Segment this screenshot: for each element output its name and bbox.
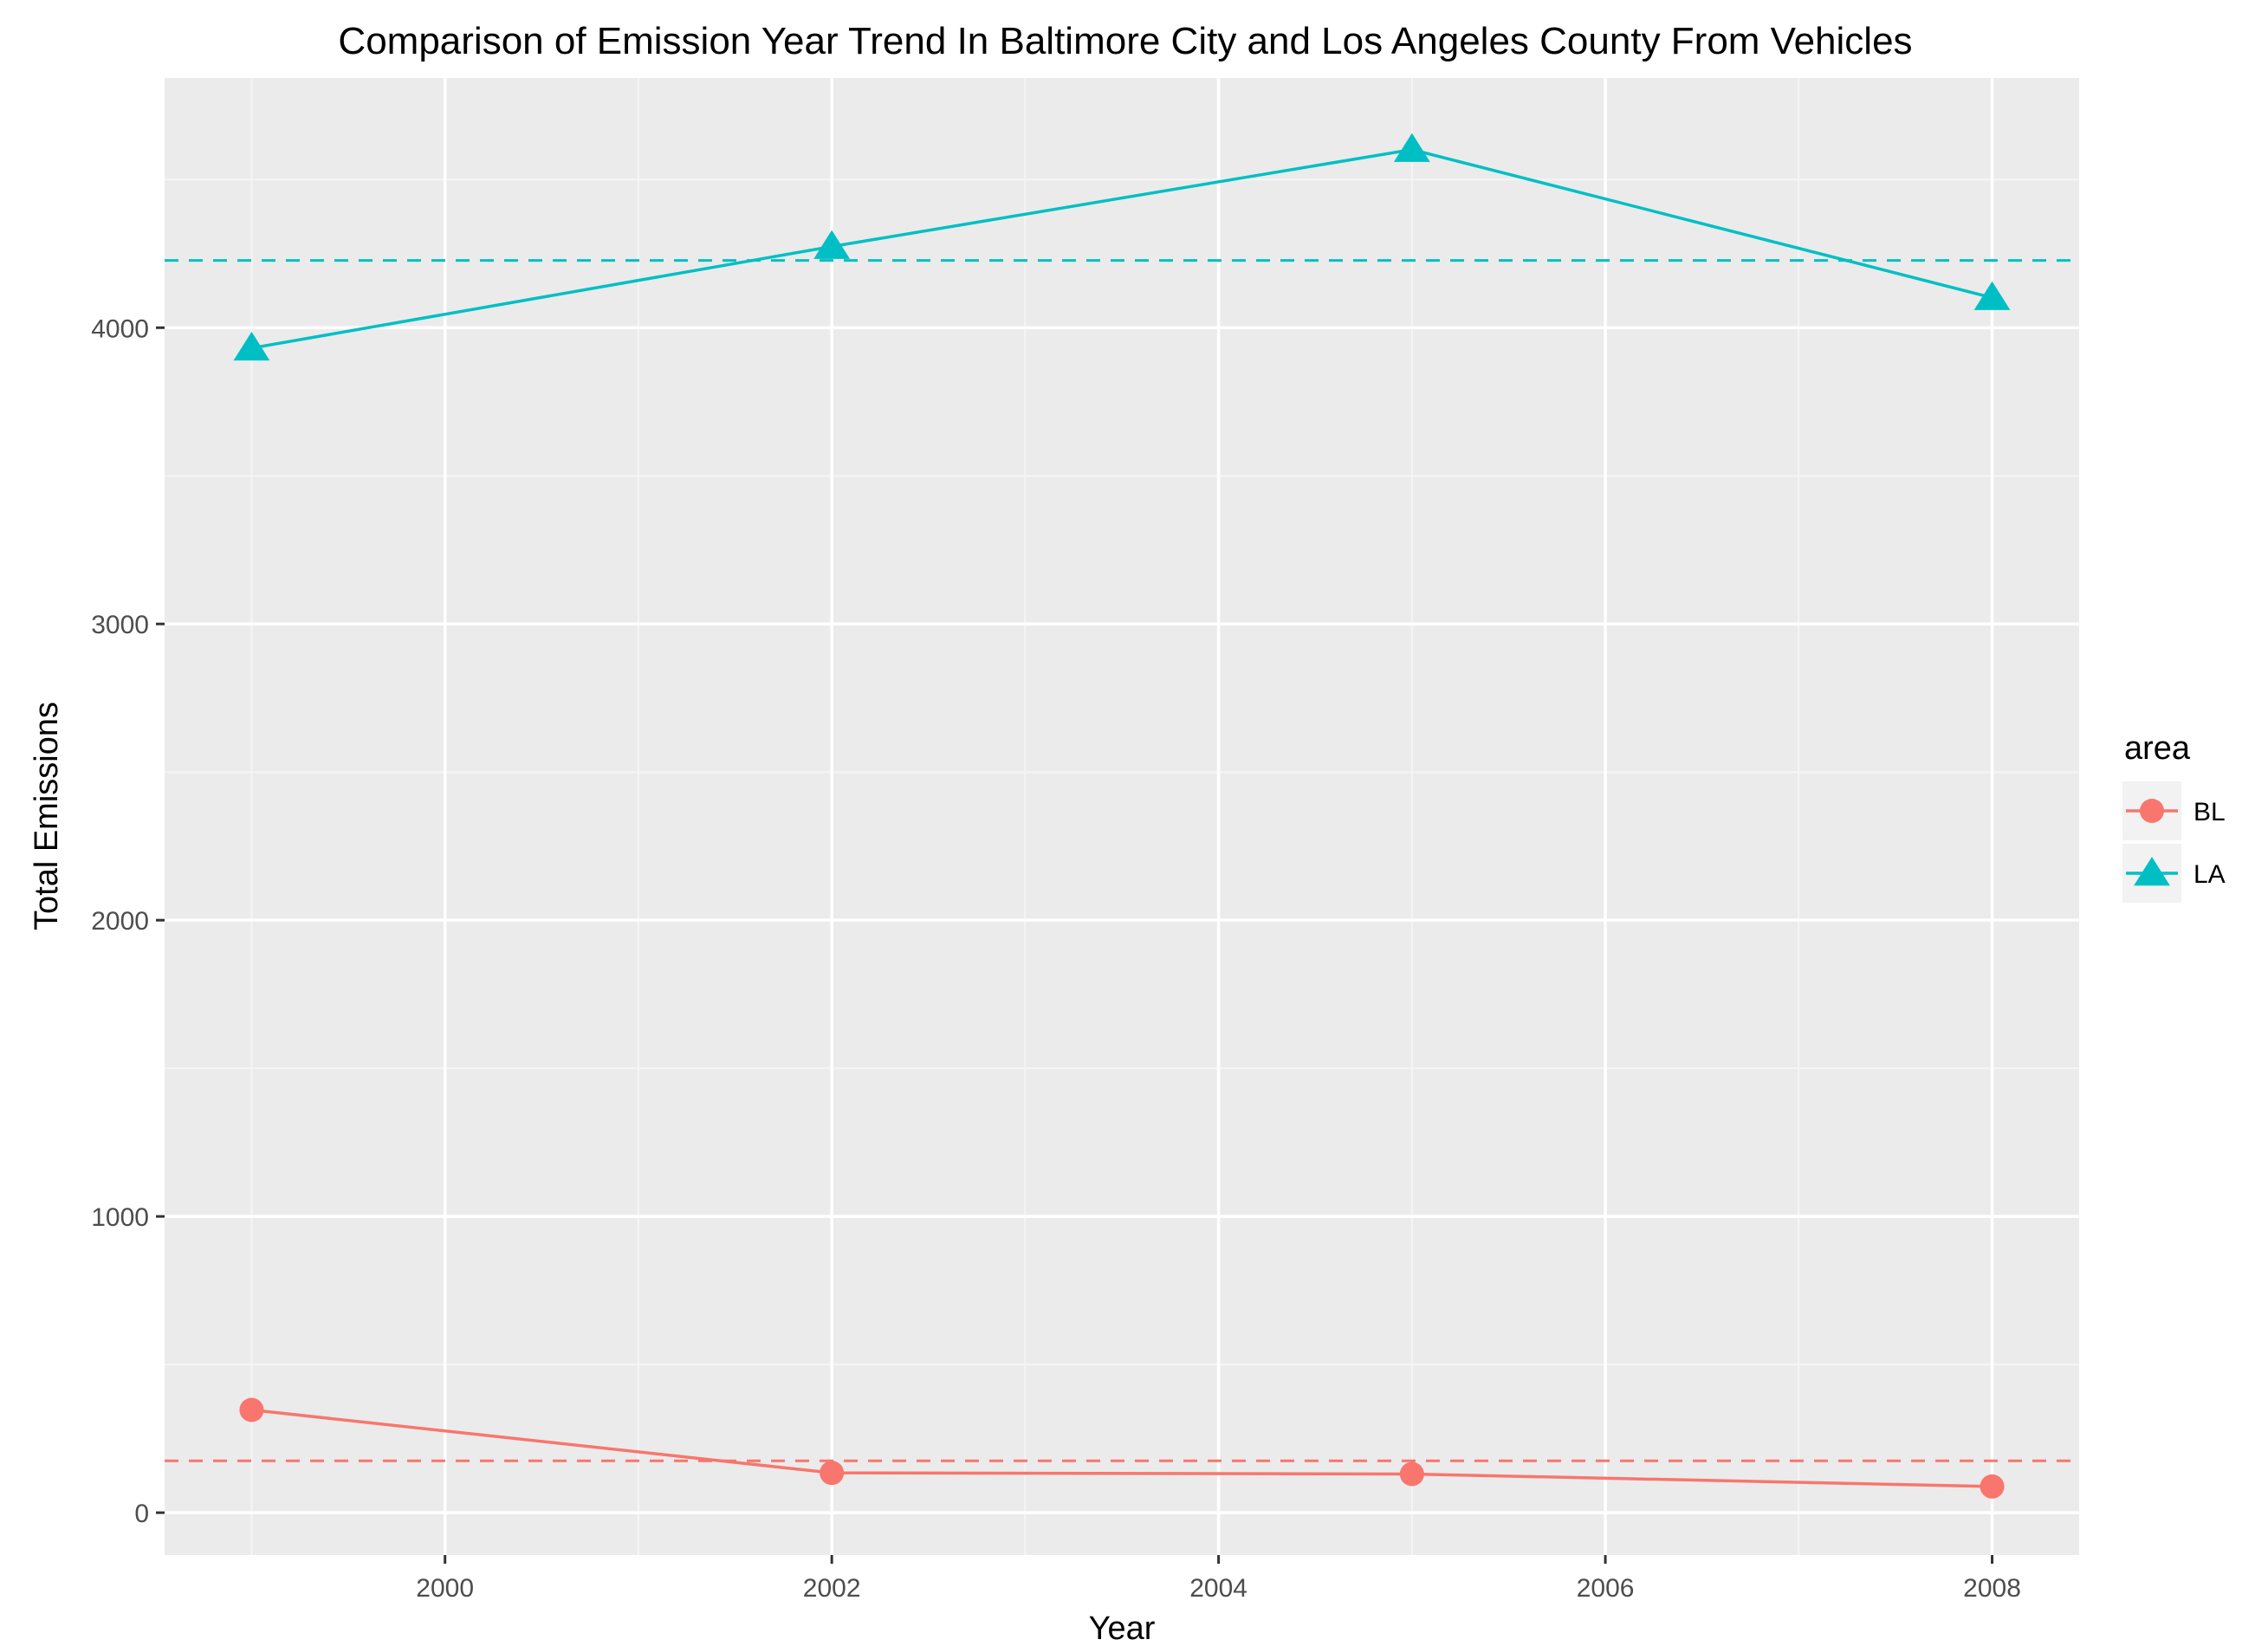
series-points	[233, 133, 2011, 1499]
legend-marker-la	[2134, 857, 2170, 886]
series-lines	[251, 147, 1993, 1488]
legend: area BL LA	[2122, 730, 2226, 903]
x-tick-label: 2004	[1189, 1574, 1247, 1603]
minor-gridlines	[165, 78, 2079, 1555]
x-tick-label: 2006	[1577, 1574, 1635, 1603]
mean-lines	[165, 259, 2079, 1462]
x-axis-title: Year	[1089, 1610, 1156, 1646]
series-line-bl	[251, 1408, 1993, 1488]
data-point-bl	[239, 1397, 264, 1422]
data-point-bl	[1399, 1461, 1424, 1487]
x-axis-ticks: 2000 2002 2004 2006 2008	[416, 1555, 2021, 1603]
chart-title: Comparison of Emission Year Trend In Bal…	[338, 20, 1912, 62]
y-tick-label: 0	[134, 1500, 149, 1528]
data-point-la	[233, 331, 270, 361]
plot-panel	[165, 78, 2079, 1555]
legend-label-la: LA	[2193, 860, 2226, 889]
y-axis-title: Total Emissions	[29, 702, 65, 930]
data-point-bl	[820, 1461, 845, 1486]
major-gridlines	[165, 78, 2079, 1555]
x-tick-label: 2002	[803, 1574, 861, 1603]
x-tick-label: 2000	[416, 1574, 474, 1603]
y-tick-label: 3000	[91, 611, 149, 639]
legend-title: area	[2124, 730, 2191, 767]
y-tick-label: 1000	[91, 1203, 149, 1232]
legend-label-bl: BL	[2193, 798, 2226, 826]
legend-marker-bl	[2140, 799, 2164, 823]
y-tick-label: 4000	[91, 314, 149, 343]
data-point-bl	[1980, 1474, 2005, 1499]
data-point-la	[1393, 133, 1430, 162]
y-axis-ticks: 0 1000 2000 3000 4000	[91, 314, 165, 1528]
data-point-la	[1973, 281, 2011, 310]
series-line-la	[251, 147, 1993, 350]
x-tick-label: 2008	[1963, 1574, 2021, 1603]
y-tick-label: 2000	[91, 907, 149, 936]
data-point-la	[813, 230, 851, 259]
